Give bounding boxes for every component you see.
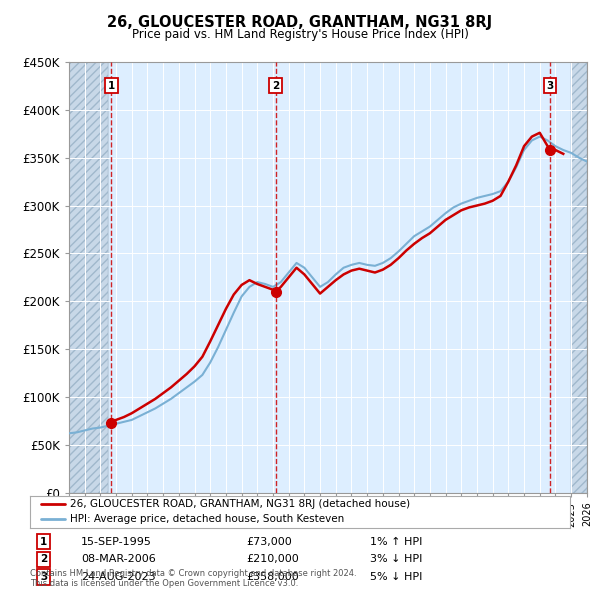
Text: 1: 1	[108, 81, 115, 91]
Text: 15-SEP-1995: 15-SEP-1995	[82, 537, 152, 546]
Bar	[69, 62, 108, 493]
Text: 26, GLOUCESTER ROAD, GRANTHAM, NG31 8RJ: 26, GLOUCESTER ROAD, GRANTHAM, NG31 8RJ	[107, 15, 493, 30]
Text: £73,000: £73,000	[246, 537, 292, 546]
Text: £210,000: £210,000	[246, 555, 299, 564]
Text: 2: 2	[40, 555, 47, 564]
Text: 5% ↓ HPI: 5% ↓ HPI	[370, 572, 422, 582]
Text: 1: 1	[40, 537, 47, 546]
Text: 26, GLOUCESTER ROAD, GRANTHAM, NG31 8RJ (detached house): 26, GLOUCESTER ROAD, GRANTHAM, NG31 8RJ …	[71, 499, 410, 509]
Text: 3: 3	[546, 81, 554, 91]
Text: Price paid vs. HM Land Registry's House Price Index (HPI): Price paid vs. HM Land Registry's House …	[131, 28, 469, 41]
Text: 1% ↑ HPI: 1% ↑ HPI	[370, 537, 422, 546]
Text: 3: 3	[40, 572, 47, 582]
Text: 2: 2	[272, 81, 279, 91]
Text: 24-AUG-2023: 24-AUG-2023	[82, 572, 156, 582]
Text: 08-MAR-2006: 08-MAR-2006	[82, 555, 156, 564]
Bar	[571, 62, 587, 493]
Text: £358,000: £358,000	[246, 572, 299, 582]
Text: Contains HM Land Registry data © Crown copyright and database right 2024.
This d: Contains HM Land Registry data © Crown c…	[30, 569, 356, 588]
Bar	[571, 62, 587, 493]
Text: HPI: Average price, detached house, South Kesteven: HPI: Average price, detached house, Sout…	[71, 514, 345, 525]
Bar	[69, 62, 108, 493]
Text: 3% ↓ HPI: 3% ↓ HPI	[370, 555, 422, 564]
